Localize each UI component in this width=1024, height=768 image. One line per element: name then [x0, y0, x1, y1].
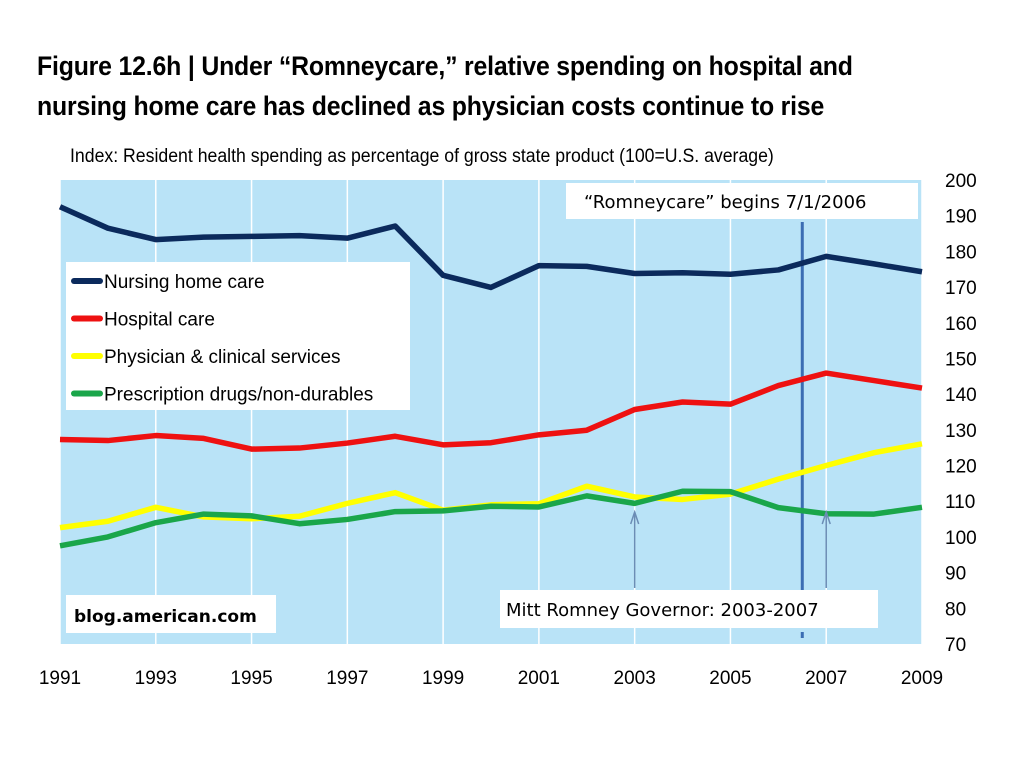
- source-label: blog.american.com: [74, 607, 257, 627]
- y-tick-label: 130: [945, 421, 977, 442]
- x-tick-label: 1999: [422, 668, 464, 689]
- y-tick-label: 120: [945, 457, 977, 478]
- x-tick-label: 2003: [614, 668, 656, 689]
- chart-subtitle: Index: Resident health spending as perce…: [70, 146, 774, 167]
- legend: Nursing home care Hospital care Physician …: [66, 262, 410, 410]
- y-tick-label: 170: [945, 278, 977, 299]
- y-tick-label: 200: [945, 171, 977, 192]
- annotations: “Romneycare” begins 7/1/2006 Mitt Romney …: [66, 183, 918, 633]
- x-tick-label: 1991: [39, 668, 81, 689]
- legend-label: Hospital care: [104, 310, 215, 331]
- y-tick-label: 110: [945, 492, 975, 513]
- y-tick-label: 150: [945, 349, 977, 370]
- series-line-drugs: [59, 488, 923, 549]
- x-tick-label: 1995: [230, 668, 272, 689]
- y-tick-label: 180: [945, 242, 977, 263]
- legend-box: [66, 262, 410, 410]
- y-tick-label: 100: [945, 528, 977, 549]
- x-tick-label: 2001: [518, 668, 560, 689]
- series-lines: [58, 204, 923, 549]
- y-tick-label: 160: [945, 314, 977, 335]
- legend-label: Nursing home care: [104, 272, 265, 293]
- plot-area: [60, 180, 922, 644]
- romneycare-label: “Romneycare” begins 7/1/2006: [584, 192, 866, 213]
- x-tick-label: 1997: [326, 668, 368, 689]
- source-box: [66, 595, 276, 633]
- axes: 200 190 180 170 160 150 140 130 120 110 100 90 80 70 1…: [39, 171, 977, 689]
- legend-label: Physician & clinical services: [104, 347, 341, 368]
- x-tick-label: 2009: [901, 668, 943, 689]
- y-tick-label: 70: [945, 635, 966, 656]
- series-line-hospital: [59, 370, 923, 452]
- x-tick-label: 2005: [709, 668, 751, 689]
- series-line-nursing: [58, 204, 923, 291]
- y-tick-label: 190: [945, 207, 977, 228]
- governor-arrow-head: [629, 509, 640, 525]
- x-tick-label: 2007: [805, 668, 847, 689]
- governor-label-box: [500, 590, 878, 628]
- chart-title: Figure 12.6h | Under “Romneycare,” relat…: [37, 51, 853, 121]
- y-tick-label: 80: [945, 599, 966, 620]
- governor-arrow-head: [821, 509, 831, 525]
- x-tick-label: 1993: [135, 668, 177, 689]
- legend-label: Prescription drugs/non-durables: [104, 385, 373, 406]
- romneycare-label-box: [566, 183, 918, 219]
- y-tick-label: 90: [945, 564, 966, 585]
- y-tick-label: 140: [945, 385, 977, 406]
- governor-label: Mitt Romney Governor: 2003-2007: [506, 600, 819, 621]
